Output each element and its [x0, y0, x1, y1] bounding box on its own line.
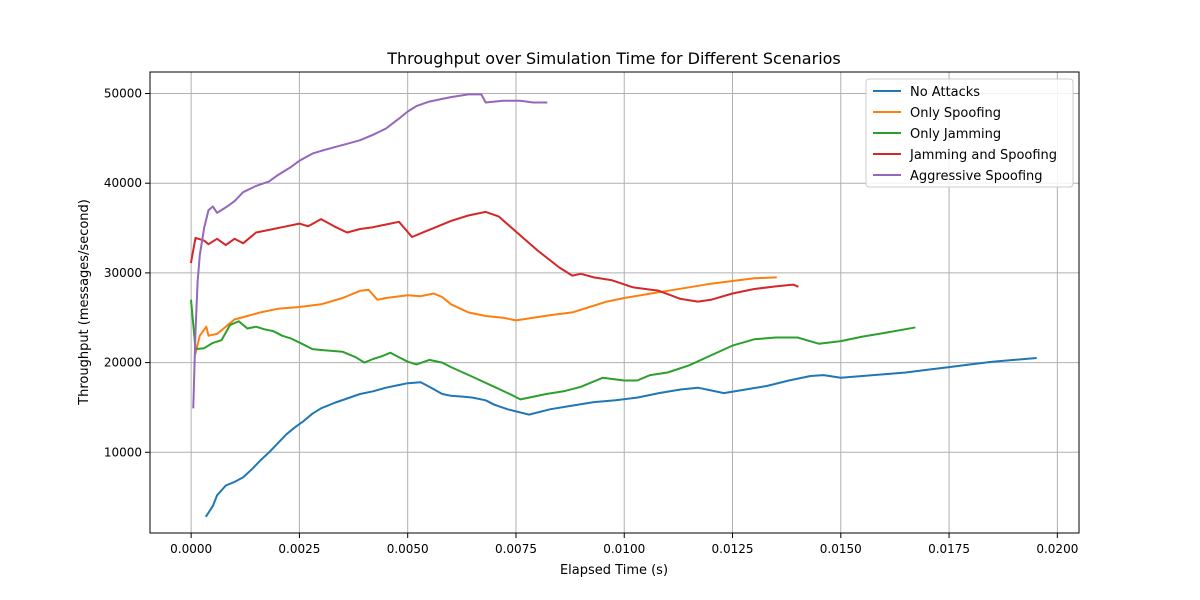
x-tick-label: 0.0000	[170, 542, 212, 556]
x-tick-label: 0.0050	[387, 542, 429, 556]
series-line-no-attacks	[204, 357, 1037, 518]
series-line-aggressive-spoofing	[192, 93, 548, 409]
legend-label-only-spoofing: Only Spoofing	[910, 106, 1001, 121]
x-axis-label: Elapsed Time (s)	[560, 563, 668, 578]
chart-title: Throughput over Simulation Time for Diff…	[386, 49, 841, 68]
y-tick-label: 20000	[104, 356, 142, 370]
x-tick-label: 0.0175	[928, 542, 970, 556]
y-tick-label: 30000	[104, 266, 142, 280]
x-tick-label: 0.0075	[495, 542, 537, 556]
y-axis: 10000 20000 30000 40000 50000	[104, 87, 150, 459]
legend-box	[865, 78, 1074, 188]
y-tick-label: 10000	[104, 445, 142, 459]
plot-frame	[149, 71, 1080, 534]
series-line-only-spoofing	[194, 276, 777, 355]
x-tick-label: 0.0025	[278, 542, 320, 556]
x-tick-label: 0.0100	[603, 542, 645, 556]
series-line-jamming-and-spoofing	[189, 210, 799, 303]
series-line-only-jamming	[190, 299, 916, 401]
x-tick-label: 0.0125	[712, 542, 754, 556]
x-tick-label: 0.0200	[1036, 542, 1078, 556]
legend-label-only-jamming: Only Jamming	[910, 127, 1001, 142]
legend-label-aggressive-spoofing: Aggressive Spoofing	[910, 169, 1043, 184]
series-lines	[189, 93, 1037, 518]
legend-label-jamming-and-spoofing: Jamming and Spoofing	[909, 148, 1057, 163]
x-tick-label: 0.0150	[820, 542, 862, 556]
y-tick-label: 40000	[104, 176, 142, 190]
x-axis: 0.0000 0.0025 0.0050 0.0075 0.0100 0.0125 0.01…	[170, 533, 1078, 556]
y-tick-label: 50000	[104, 87, 142, 101]
legend: No Attacks Only Spoofing Only Jamming Jammi…	[865, 78, 1074, 188]
y-axis-label: Throughput (messages/second)	[77, 199, 92, 406]
legend-label-no-attacks: No Attacks	[910, 85, 980, 100]
